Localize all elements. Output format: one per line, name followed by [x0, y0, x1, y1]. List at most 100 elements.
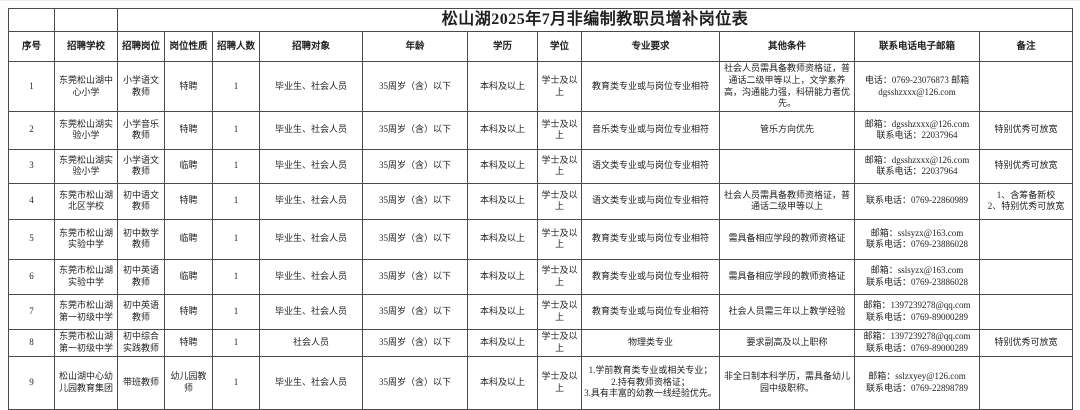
page-title: 松山湖2025年7月非编制教职员增补岗位表: [116, 7, 1074, 33]
column-header: 备注: [978, 31, 1074, 63]
table-cell: 邮箱：dgsshzxxx@126.com 联系电话：22037964: [854, 110, 980, 150]
table-cell: 需具备相应学段的教师资格证: [719, 218, 855, 260]
table-row: 5 东莞市松山湖实验中学 初中数学教师 临聘 1 毕业生、社会人员 35周岁（含）以下 本科及…: [8, 218, 1074, 260]
table-cell: 东莞市松山湖实验中学: [54, 218, 118, 260]
table-cell: 35周岁（含）以下: [362, 355, 468, 410]
table-cell: 初中英语教师: [117, 293, 165, 330]
header-row: 序号 招聘学校 招聘岗位 岗位性质 招聘人数 招聘对象 年龄 学历 学位 专业要求 其他条件 联系电话…: [8, 31, 1074, 63]
table-cell: 带班教师: [117, 355, 165, 410]
column-header: 岗位性质: [164, 31, 213, 63]
table-cell: 幼儿园教师: [164, 355, 213, 410]
table-cell: 1: [212, 328, 260, 357]
table-cell: 初中数学教师: [117, 218, 165, 260]
table-cell: 语文类专业或与岗位专业相符: [581, 148, 720, 184]
table-cell: 学士及以上: [537, 355, 582, 410]
table-cell: 本科及以上: [467, 110, 538, 150]
column-header: 序号: [8, 31, 55, 63]
table-cell: 东莞市松山湖北区学校: [54, 182, 118, 220]
table-cell: 特聘: [164, 182, 213, 220]
table-cell: 语文类专业或与岗位专业相符: [581, 182, 720, 220]
table-cell: 邮箱：sslsyzx@163.com 联系电话：0769-23886028: [854, 258, 980, 295]
table-cell: 教育类专业或与岗位专业相符: [581, 218, 720, 260]
title-row: 松山湖2025年7月非编制教职员增补岗位表: [8, 7, 1074, 33]
table-cell: 需具备相应学段的教师资格证: [719, 258, 855, 295]
table-cell: [978, 355, 1074, 410]
table-cell: 毕业生、社会人员: [259, 293, 363, 330]
table-cell: 本科及以上: [467, 148, 538, 184]
table-cell: 邮箱：sslsyzx@163.com 联系电话：0769-23886028: [854, 218, 980, 260]
table-cell: 7: [8, 293, 55, 330]
table-cell: 临聘: [164, 148, 213, 184]
table-cell: 本科及以上: [467, 293, 538, 330]
table-cell: 6: [8, 258, 55, 295]
table-cell: 毕业生、社会人员: [259, 258, 363, 295]
table-cell: 9: [8, 355, 55, 410]
table-cell: 临聘: [164, 218, 213, 260]
table-cell: 特聘: [164, 328, 213, 357]
table-cell: 本科及以上: [467, 258, 538, 295]
table-cell: 1: [212, 218, 260, 260]
table-cell: [719, 148, 855, 184]
table-row: 4 东莞市松山湖北区学校 初中语文教师 特聘 1 毕业生、社会人员 35周岁（含）以下 本科及…: [8, 182, 1074, 220]
table-cell: 教育类专业或与岗位专业相符: [581, 293, 720, 330]
column-header: 学位: [537, 31, 582, 63]
table-cell: [978, 293, 1074, 330]
table-row: 7 东莞市松山湖第一初级中学 初中英语教师 特聘 1 毕业生、社会人员 35周岁（含）以下本…: [8, 293, 1074, 330]
table-cell: 特聘: [164, 61, 213, 112]
table-body: 1 东莞松山湖中心小学 小学语文教师 特聘 1 毕业生、社会人员 35周岁（含）以下 本科及以…: [8, 61, 1074, 410]
table-cell: 35周岁（含）以下: [362, 258, 468, 295]
table-cell: 特别优秀可放宽: [978, 148, 1074, 184]
table-cell: 1: [212, 110, 260, 150]
table-cell: 4: [8, 182, 55, 220]
table-cell: 毕业生、社会人员: [259, 218, 363, 260]
table-cell: 邮箱：1397239278@qq.com 联系电话：0769-89000289: [854, 328, 980, 357]
table-cell: 1: [212, 61, 260, 112]
table-row: 1 东莞松山湖中心小学 小学语文教师 特聘 1 毕业生、社会人员 35周岁（含）以下 本科及以…: [8, 61, 1074, 112]
table-cell: 特别优秀可放宽: [978, 110, 1074, 150]
table-cell: 35周岁（含）以下: [362, 61, 468, 112]
position-table-sheet: 松山湖2025年7月非编制教职员增补岗位表 序号 招聘学校 招聘岗位 岗位性质 招聘人数…: [8, 7, 1074, 410]
table-cell: 临聘: [164, 258, 213, 295]
table-cell: 东莞松山湖中心小学: [54, 61, 118, 112]
column-header: 招聘岗位: [117, 31, 165, 63]
column-header: 学历: [467, 31, 538, 63]
table-cell: 初中英语教师: [117, 258, 165, 295]
table-row: 9 松山湖中心幼儿园教育集团 带班教师 幼儿园教师 1 毕业生、社会人员 35周岁（含）以下…: [8, 355, 1074, 410]
table-cell: 35周岁（含）以下: [362, 328, 468, 357]
table-row: 2 东莞松山湖实验小学 小学音乐教师 特聘 1 毕业生、社会人员 35周岁（含）以下 本科及以…: [8, 110, 1074, 150]
table-cell: 毕业生、社会人员: [259, 148, 363, 184]
table-cell: 社会人员需具备教师资格证，普通话二级甲等以上，文学素养高，沟通能力强，科研能力者…: [719, 61, 855, 112]
table-cell: 毕业生、社会人员: [259, 182, 363, 220]
table-cell: 东莞市松山湖第一初级中学: [54, 328, 118, 357]
table-cell: 学士及以上: [537, 293, 582, 330]
table-cell: 联系电话：0769-22860989: [854, 182, 980, 220]
table-cell: 学士及以上: [537, 182, 582, 220]
table-cell: 本科及以上: [467, 61, 538, 112]
table-cell: 本科及以上: [467, 182, 538, 220]
table-cell: 邮箱：sslzxyey@126.com 联系电话：0769-22898789: [854, 355, 980, 410]
column-header: 招聘对象: [259, 31, 363, 63]
table-row: 6 东莞市松山湖实验中学 初中英语教师 临聘 1 毕业生、社会人员 35周岁（含）以下 本科及…: [8, 258, 1074, 295]
table-cell: 初中综合实践教师: [117, 328, 165, 357]
table-cell: 小学语文教师: [117, 148, 165, 184]
column-header: 年龄: [362, 31, 468, 63]
table-cell: 东莞松山湖实验小学: [54, 110, 118, 150]
table-cell: 邮箱：dgsshzxxx@126.com 联系电话：22037964: [854, 148, 980, 184]
table-cell: 8: [8, 328, 55, 357]
table-cell: 特聘: [164, 110, 213, 150]
column-header: 招聘学校: [54, 31, 118, 63]
column-header: 招聘人数: [212, 31, 260, 63]
table-cell: 学士及以上: [537, 148, 582, 184]
table-cell: 社会人员: [259, 328, 363, 357]
table-cell: 1: [212, 258, 260, 295]
table-cell: 毕业生、社会人员: [259, 61, 363, 112]
title-spacer-cell: [54, 7, 118, 33]
table-cell: 教育类专业或与岗位专业相符: [581, 61, 720, 112]
table-cell: 物理类专业: [581, 328, 720, 357]
table-cell: 1: [212, 182, 260, 220]
table-cell: 本科及以上: [467, 218, 538, 260]
table-cell: 松山湖中心幼儿园教育集团: [54, 355, 118, 410]
table-cell: 音乐类专业或与岗位专业相符: [581, 110, 720, 150]
table-cell: 毕业生、社会人员: [259, 110, 363, 150]
table-cell: 1.学前教育类专业或相关专业； 2.持有教师资格证； 3.具有丰富的幼教一线经验…: [581, 355, 720, 410]
